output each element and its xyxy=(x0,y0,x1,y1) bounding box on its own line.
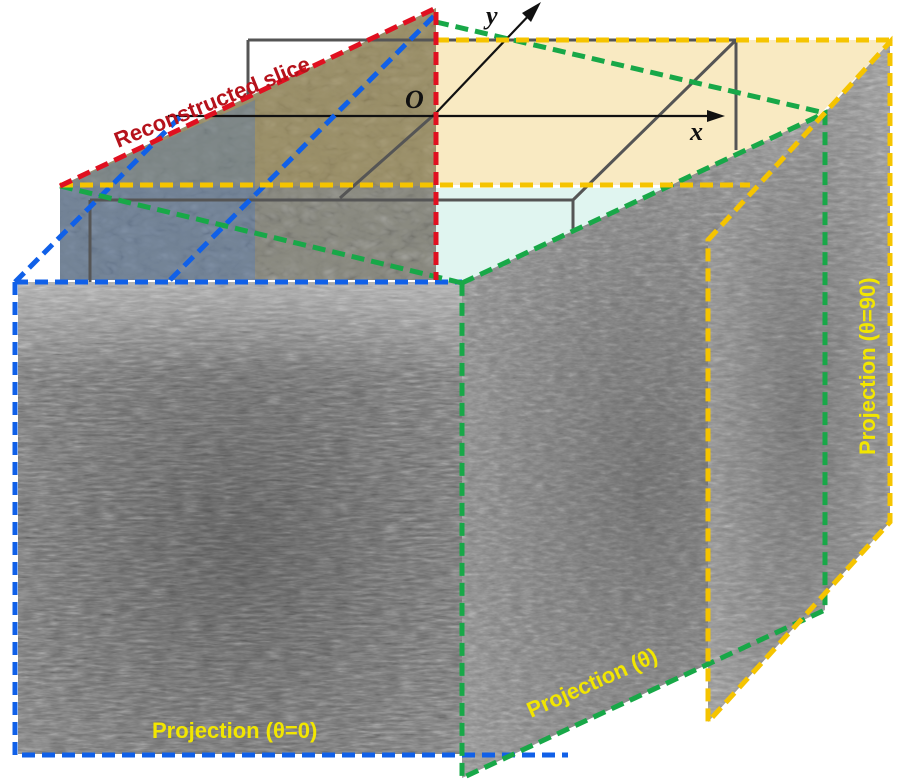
projection-0-label: Projection (θ=0) xyxy=(152,718,317,743)
blue-dashed-outline xyxy=(12,282,568,758)
reconstructed-slice xyxy=(60,8,436,280)
axes xyxy=(168,2,725,122)
x-axis-arrowhead xyxy=(707,110,725,122)
green-dashed-top-a xyxy=(59,183,463,286)
x-axis-label: x xyxy=(689,117,703,146)
projection-90-label: Projection (θ=90) xyxy=(855,277,880,455)
projection-0-panel xyxy=(18,282,462,754)
y-axis xyxy=(435,9,535,114)
y-axis-label: y xyxy=(483,1,498,30)
y-axis-arrowhead xyxy=(522,2,541,22)
green-dashed-outline xyxy=(459,109,828,782)
green-dashed-top-b xyxy=(435,19,826,116)
yellow-dashed-outline xyxy=(705,35,893,729)
origin-label: O xyxy=(405,85,424,114)
blue-dashed-diagonal-b xyxy=(168,12,438,282)
